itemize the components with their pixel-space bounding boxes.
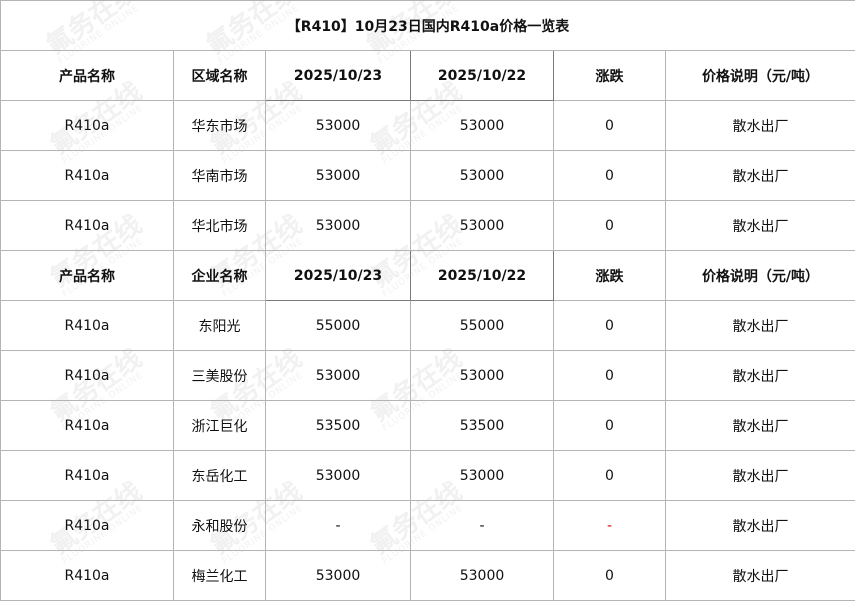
- table-row: R410a 梅兰化工 53000 53000 0 散水出厂: [0, 550, 855, 601]
- cell-product: R410a: [0, 500, 174, 551]
- cell-change: -: [553, 500, 666, 551]
- section2-header-row: 产品名称 企业名称 2025/10/23 2025/10/22 涨跌 价格说明（元/吨）: [0, 250, 855, 301]
- table-row: R410a 华东市场 53000 53000 0 散水出厂: [0, 100, 855, 151]
- cell-price-today: 53000: [265, 350, 411, 401]
- cell-change: 0: [553, 300, 666, 351]
- header-region: 企业名称: [173, 250, 266, 301]
- cell-region: 梅兰化工: [173, 550, 266, 601]
- cell-change: 0: [553, 200, 666, 251]
- cell-region: 三美股份: [173, 350, 266, 401]
- cell-price-today: 53500: [265, 400, 411, 451]
- cell-price-note: 散水出厂: [664, 100, 855, 151]
- header-change: 涨跌: [553, 250, 666, 301]
- cell-price-yesterday: 53000: [410, 450, 554, 501]
- header-region: 区域名称: [173, 50, 266, 101]
- cell-region: 东阳光: [173, 300, 266, 351]
- cell-price-today: 53000: [265, 150, 411, 201]
- cell-region: 永和股份: [173, 500, 266, 551]
- cell-price-yesterday: 53000: [410, 550, 554, 601]
- cell-price-note: 散水出厂: [664, 200, 855, 251]
- table-title: 【R410】10月23日国内R410a价格一览表: [0, 0, 855, 51]
- header-price-today: 2025/10/23: [265, 50, 411, 101]
- cell-region: 浙江巨化: [173, 400, 266, 451]
- cell-product: R410a: [0, 300, 174, 351]
- title-row: 【R410】10月23日国内R410a价格一览表: [0, 0, 855, 51]
- table-row: R410a 东岳化工 53000 53000 0 散水出厂: [0, 450, 855, 501]
- cell-change: 0: [553, 400, 666, 451]
- header-product: 产品名称: [0, 50, 174, 101]
- cell-price-today: 53000: [265, 550, 411, 601]
- cell-region: 华北市场: [173, 200, 266, 251]
- cell-price-yesterday: 53000: [410, 350, 554, 401]
- cell-price-yesterday: 53000: [410, 200, 554, 251]
- cell-price-note: 散水出厂: [664, 300, 855, 351]
- header-product: 产品名称: [0, 250, 174, 301]
- section1-header-row: 产品名称 区域名称 2025/10/23 2025/10/22 涨跌 价格说明（元/吨）: [0, 50, 855, 101]
- cell-product: R410a: [0, 150, 174, 201]
- cell-price-today: 53000: [265, 100, 411, 151]
- cell-product: R410a: [0, 200, 174, 251]
- cell-price-yesterday: 53000: [410, 100, 554, 151]
- cell-price-yesterday: -: [410, 500, 554, 551]
- header-price-yesterday: 2025/10/22: [410, 250, 554, 301]
- header-price-note: 价格说明（元/吨）: [664, 250, 855, 301]
- table-row: R410a 三美股份 53000 53000 0 散水出厂: [0, 350, 855, 401]
- cell-change: 0: [553, 150, 666, 201]
- table-row: R410a 永和股份 - - - 散水出厂: [0, 500, 855, 551]
- cell-price-yesterday: 53500: [410, 400, 554, 451]
- cell-price-note: 散水出厂: [664, 400, 855, 451]
- cell-product: R410a: [0, 350, 174, 401]
- cell-price-note: 散水出厂: [664, 450, 855, 501]
- cell-price-yesterday: 55000: [410, 300, 554, 351]
- cell-price-today: 53000: [265, 450, 411, 501]
- cell-product: R410a: [0, 450, 174, 501]
- header-price-yesterday: 2025/10/22: [410, 50, 554, 101]
- cell-change: 0: [553, 350, 666, 401]
- cell-price-today: 55000: [265, 300, 411, 351]
- cell-product: R410a: [0, 100, 174, 151]
- header-price-today: 2025/10/23: [265, 250, 411, 301]
- cell-change: 0: [553, 100, 666, 151]
- cell-price-note: 散水出厂: [664, 150, 855, 201]
- cell-region: 华东市场: [173, 100, 266, 151]
- table-row: R410a 东阳光 55000 55000 0 散水出厂: [0, 300, 855, 351]
- cell-region: 东岳化工: [173, 450, 266, 501]
- header-change: 涨跌: [553, 50, 666, 101]
- table-row: R410a 华北市场 53000 53000 0 散水出厂: [0, 200, 855, 251]
- header-price-note: 价格说明（元/吨）: [664, 50, 855, 101]
- cell-change: 0: [553, 550, 666, 601]
- cell-price-note: 散水出厂: [664, 350, 855, 401]
- cell-change: 0: [553, 450, 666, 501]
- cell-product: R410a: [0, 550, 174, 601]
- table-row: R410a 华南市场 53000 53000 0 散水出厂: [0, 150, 855, 201]
- cell-price-today: 53000: [265, 200, 411, 251]
- table-row: R410a 浙江巨化 53500 53500 0 散水出厂: [0, 400, 855, 451]
- cell-product: R410a: [0, 400, 174, 451]
- cell-price-today: -: [265, 500, 411, 551]
- cell-price-yesterday: 53000: [410, 150, 554, 201]
- cell-region: 华南市场: [173, 150, 266, 201]
- cell-price-note: 散水出厂: [664, 550, 855, 601]
- cell-price-note: 散水出厂: [664, 500, 855, 551]
